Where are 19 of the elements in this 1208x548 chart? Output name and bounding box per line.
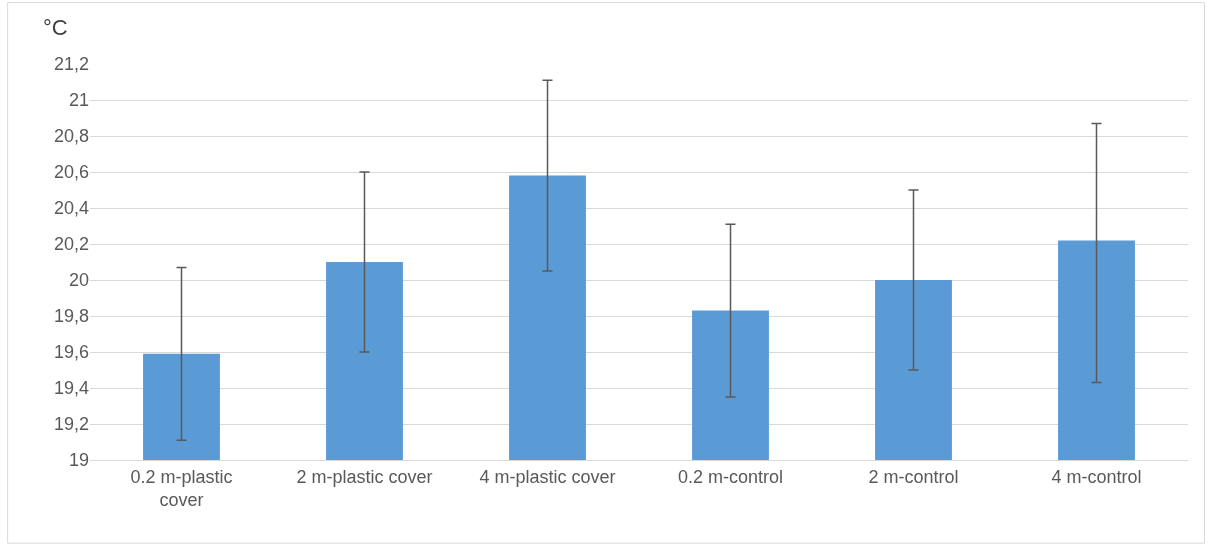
x-tick-label: 4 m-plastic cover xyxy=(479,466,616,487)
y-tick-label: 20 xyxy=(68,270,89,291)
x-tick-label: 0.2 m-plastic cover xyxy=(130,466,233,510)
x-tick-label: 4 m-control xyxy=(1051,466,1142,487)
y-tick-label: 19,2 xyxy=(53,414,89,435)
y-tick-label: 19,8 xyxy=(53,306,89,327)
y-tick-label: 21 xyxy=(68,90,89,111)
x-tick-label: 2 m-plastic cover xyxy=(296,466,433,487)
y-tick-label: 20,8 xyxy=(53,126,89,147)
y-axis-title: °C xyxy=(43,15,68,40)
y-tick-label: 20,6 xyxy=(53,162,89,183)
x-tick-label: 2 m-control xyxy=(868,466,959,487)
y-tick-label: 19 xyxy=(68,450,89,471)
y-tick-label: 20,2 xyxy=(53,234,89,255)
y-tick-label: 21,2 xyxy=(53,54,89,75)
y-tick-label: 20,4 xyxy=(53,198,89,219)
y-tick-label: 19,4 xyxy=(53,378,89,399)
x-tick-label: 0.2 m-control xyxy=(677,466,784,487)
y-tick-label: 19,6 xyxy=(53,342,89,363)
